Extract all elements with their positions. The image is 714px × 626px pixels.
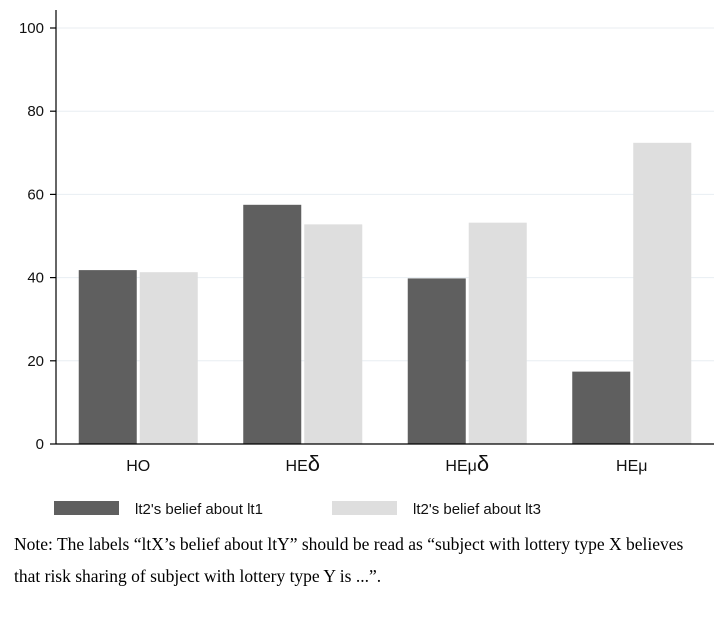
y-tick-label: 40 bbox=[27, 270, 44, 287]
bar bbox=[572, 371, 631, 444]
x-tick-label: HEδ bbox=[286, 451, 320, 476]
bar bbox=[78, 270, 137, 444]
bars bbox=[78, 142, 692, 445]
y-tick-label: 100 bbox=[19, 20, 44, 37]
bar bbox=[468, 222, 527, 444]
chart-note: Note: The labels “ltX’s belief about ltY… bbox=[14, 534, 684, 586]
legend-label: lt2's belief about lt1 bbox=[135, 501, 263, 518]
bar bbox=[304, 224, 363, 444]
x-tick-label: HEμδ bbox=[445, 451, 489, 476]
x-axis: HO HEδ HEμδ HEμ bbox=[56, 443, 714, 476]
y-tick-label: 60 bbox=[27, 186, 44, 203]
bar bbox=[243, 204, 302, 444]
x-tick-label: HO bbox=[126, 458, 150, 475]
x-tick-label: HEμ bbox=[616, 458, 647, 475]
y-axis: 0 20 40 60 80 100 bbox=[19, 10, 57, 453]
bar bbox=[633, 142, 692, 445]
legend-swatch bbox=[332, 501, 397, 515]
y-tick-label: 20 bbox=[27, 353, 44, 370]
bar-chart: 0 20 40 60 80 100 HO HEδ HEμδ HEμ lt2's belief a… bbox=[19, 10, 714, 518]
legend-swatch bbox=[54, 501, 119, 515]
legend-label: lt2's belief about lt3 bbox=[413, 501, 541, 518]
bar bbox=[139, 272, 198, 444]
legend: lt2's belief about lt1 lt2's belief about… bbox=[54, 501, 541, 518]
y-tick-label: 0 bbox=[36, 436, 44, 453]
y-tick-label: 80 bbox=[27, 103, 44, 120]
bar bbox=[407, 278, 466, 444]
